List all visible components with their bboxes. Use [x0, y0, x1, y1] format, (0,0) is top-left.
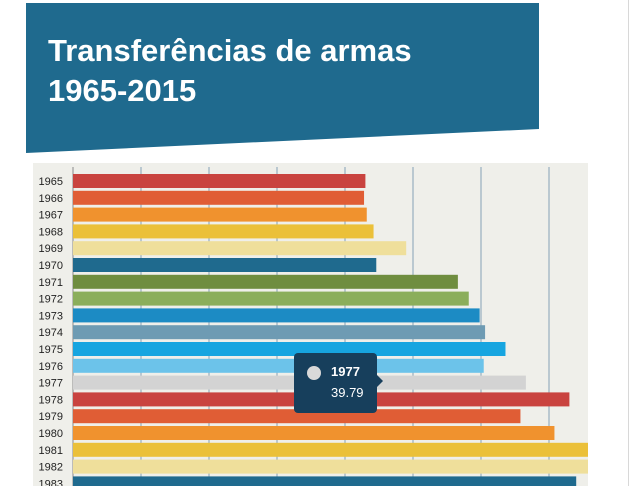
tooltip-series-dot	[307, 366, 321, 380]
y-tick-label: 1983	[39, 478, 63, 486]
bar-1981[interactable]	[73, 442, 588, 457]
tooltip-year: 1977	[331, 364, 360, 379]
page-divider	[628, 0, 629, 486]
bar-1971[interactable]	[73, 274, 458, 289]
chart-title-line1: Transferências de armas	[48, 33, 412, 68]
y-tick-label: 1980	[39, 428, 63, 440]
chart-panel: 1965 1966 1967 1968 1969 1970 1971 1972 1973 1974…	[33, 163, 588, 486]
y-tick-label: 1974	[39, 327, 63, 339]
bar-1970[interactable]	[73, 258, 377, 272]
y-tick-label: 1973	[39, 310, 63, 322]
bar-1968[interactable]	[73, 224, 374, 239]
y-tick-label: 1967	[39, 210, 63, 222]
y-tick-label: 1978	[39, 394, 63, 406]
bar-chart: 1965 1966 1967 1968 1969 1970 1971 1972 1973 1974…	[39, 167, 588, 486]
y-tick-label: 1968	[39, 226, 63, 238]
bar-1974[interactable]	[73, 325, 486, 340]
chart-title: Transferências de armas 1965-2015	[48, 31, 518, 111]
bar-1982[interactable]	[73, 459, 588, 474]
bar-1967[interactable]	[73, 207, 367, 222]
y-tick-label: 1969	[39, 243, 63, 255]
y-tick-label: 1972	[39, 294, 63, 306]
bar-1973[interactable]	[73, 308, 480, 323]
y-tick-label: 1970	[39, 260, 63, 272]
y-tick-label: 1975	[39, 344, 63, 356]
y-tick-label: 1977	[39, 378, 63, 390]
bar-1965[interactable]	[73, 174, 366, 188]
y-tick-label: 1982	[39, 462, 63, 474]
bar-1983[interactable]	[73, 476, 577, 486]
y-tick-label: 1971	[39, 277, 63, 289]
bar-1980[interactable]	[73, 426, 555, 440]
bar-1966[interactable]	[73, 190, 365, 205]
y-tick-label: 1981	[39, 445, 63, 457]
bar-1979[interactable]	[73, 409, 521, 424]
bar-1972[interactable]	[73, 291, 469, 306]
title-banner: Transferências de armas 1965-2015	[26, 3, 539, 153]
bar-1969[interactable]	[73, 241, 407, 256]
y-tick-label: 1965	[39, 176, 63, 188]
y-tick-label: 1979	[39, 411, 63, 423]
chart-tooltip: 1977 39.79	[294, 353, 383, 413]
y-tick-label: 1966	[39, 193, 63, 205]
y-tick-label: 1976	[39, 361, 63, 373]
chart-title-line2: 1965-2015	[48, 73, 197, 108]
bar-1975[interactable]	[73, 342, 506, 356]
bar-1976[interactable]	[73, 358, 484, 373]
tooltip-value: 39.79	[331, 385, 364, 400]
